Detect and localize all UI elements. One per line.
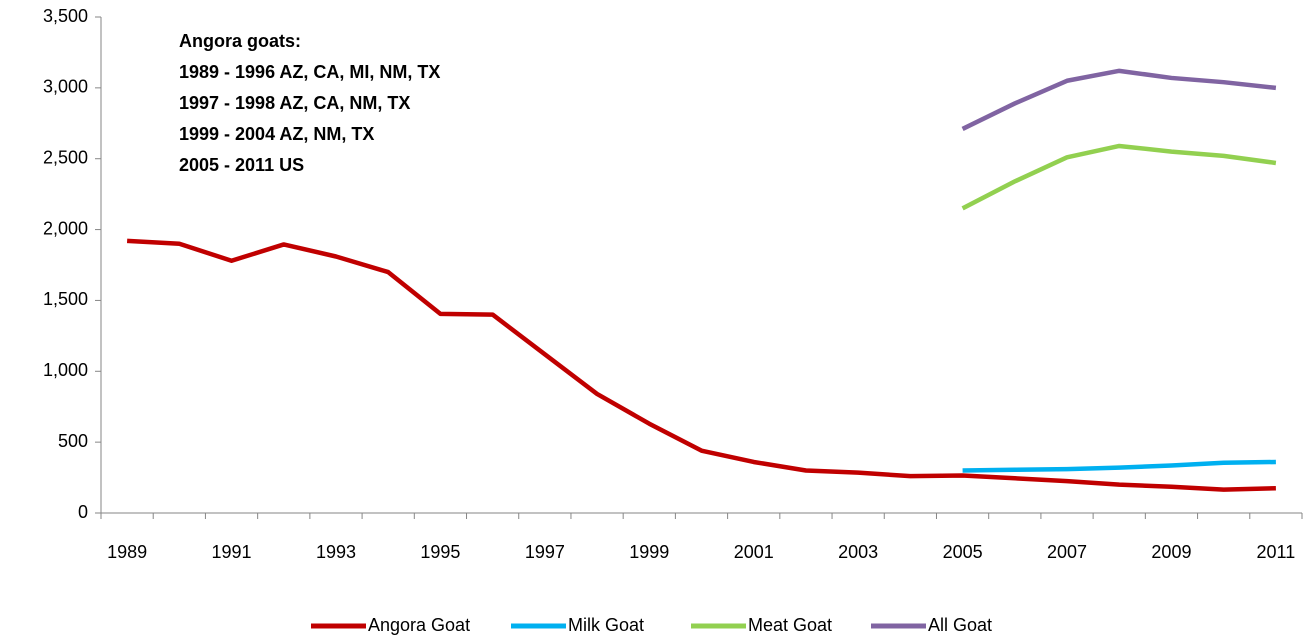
legend-label: All Goat xyxy=(928,615,992,635)
y-tick-label: 2,500 xyxy=(43,147,88,167)
x-tick-label: 1993 xyxy=(316,542,356,562)
x-tick-label: 2009 xyxy=(1151,542,1191,562)
legend-label: Meat Goat xyxy=(748,615,832,635)
y-tick-label: 0 xyxy=(78,502,88,522)
x-tick-label: 1995 xyxy=(420,542,460,562)
legend-label: Angora Goat xyxy=(368,615,470,635)
legend-label: Milk Goat xyxy=(568,615,644,635)
x-tick-label: 2007 xyxy=(1047,542,1087,562)
y-tick-label: 2,000 xyxy=(43,218,88,238)
x-tick-label: 2011 xyxy=(1257,542,1296,562)
annotation: 1989 - 1996 AZ, CA, MI, NM, TX xyxy=(179,62,440,82)
x-tick-label: 1991 xyxy=(212,542,252,562)
y-tick-label: 3,500 xyxy=(43,6,88,26)
y-tick-label: 3,000 xyxy=(43,77,88,97)
y-tick-label: 500 xyxy=(58,431,88,451)
annotation: 1997 - 1998 AZ, CA, NM, TX xyxy=(179,93,410,113)
x-tick-label: 1989 xyxy=(107,542,147,562)
series-line xyxy=(962,459,1276,473)
annotation: 2005 - 2011 US xyxy=(179,155,304,175)
x-tick-label: 2001 xyxy=(734,542,774,562)
x-tick-label: 1999 xyxy=(629,542,669,562)
x-tick-label: 2003 xyxy=(838,542,878,562)
x-tick-label: 2005 xyxy=(943,542,983,562)
series-line xyxy=(961,68,1277,131)
y-tick-label: 1,500 xyxy=(43,289,88,309)
annotation: Angora goats: xyxy=(179,31,301,51)
y-tick-label: 1,000 xyxy=(43,360,88,380)
series-line xyxy=(126,238,1276,492)
annotation: 1999 - 2004 AZ, NM, TX xyxy=(179,124,374,144)
x-tick-label: 1997 xyxy=(525,542,565,562)
series-line xyxy=(961,143,1277,211)
